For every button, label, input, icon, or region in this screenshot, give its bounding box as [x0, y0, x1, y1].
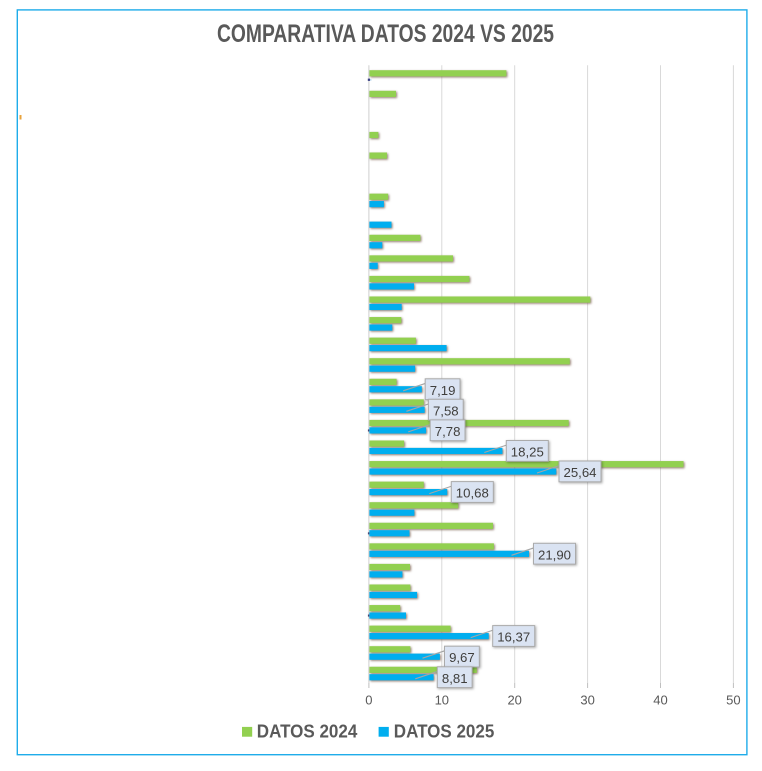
svg-text:7,78: 7,78	[435, 424, 461, 439]
svg-text:DATOS 2024: DATOS 2024	[257, 722, 358, 742]
svg-text:25,64: 25,64	[563, 465, 596, 480]
svg-text:20: 20	[507, 692, 521, 707]
svg-text:16,37: 16,37	[497, 630, 530, 645]
svg-text:21,90: 21,90	[538, 547, 571, 562]
svg-text:50: 50	[726, 692, 740, 707]
svg-text:0: 0	[365, 692, 372, 707]
svg-text:30: 30	[580, 692, 594, 707]
svg-text:9,67: 9,67	[449, 650, 475, 665]
svg-text:10,68: 10,68	[456, 486, 489, 501]
svg-text:18,25: 18,25	[511, 445, 544, 460]
svg-text:7,58: 7,58	[433, 403, 459, 418]
svg-text:10: 10	[435, 692, 449, 707]
svg-text:8,81: 8,81	[442, 671, 468, 686]
svg-text:DATOS 2025: DATOS 2025	[394, 722, 495, 742]
svg-text:7,19: 7,19	[430, 383, 456, 398]
svg-text:40: 40	[653, 692, 667, 707]
svg-text:COMPARATIVA DATOS 2024 VS 2025: COMPARATIVA DATOS 2024 VS 2025	[217, 20, 554, 48]
